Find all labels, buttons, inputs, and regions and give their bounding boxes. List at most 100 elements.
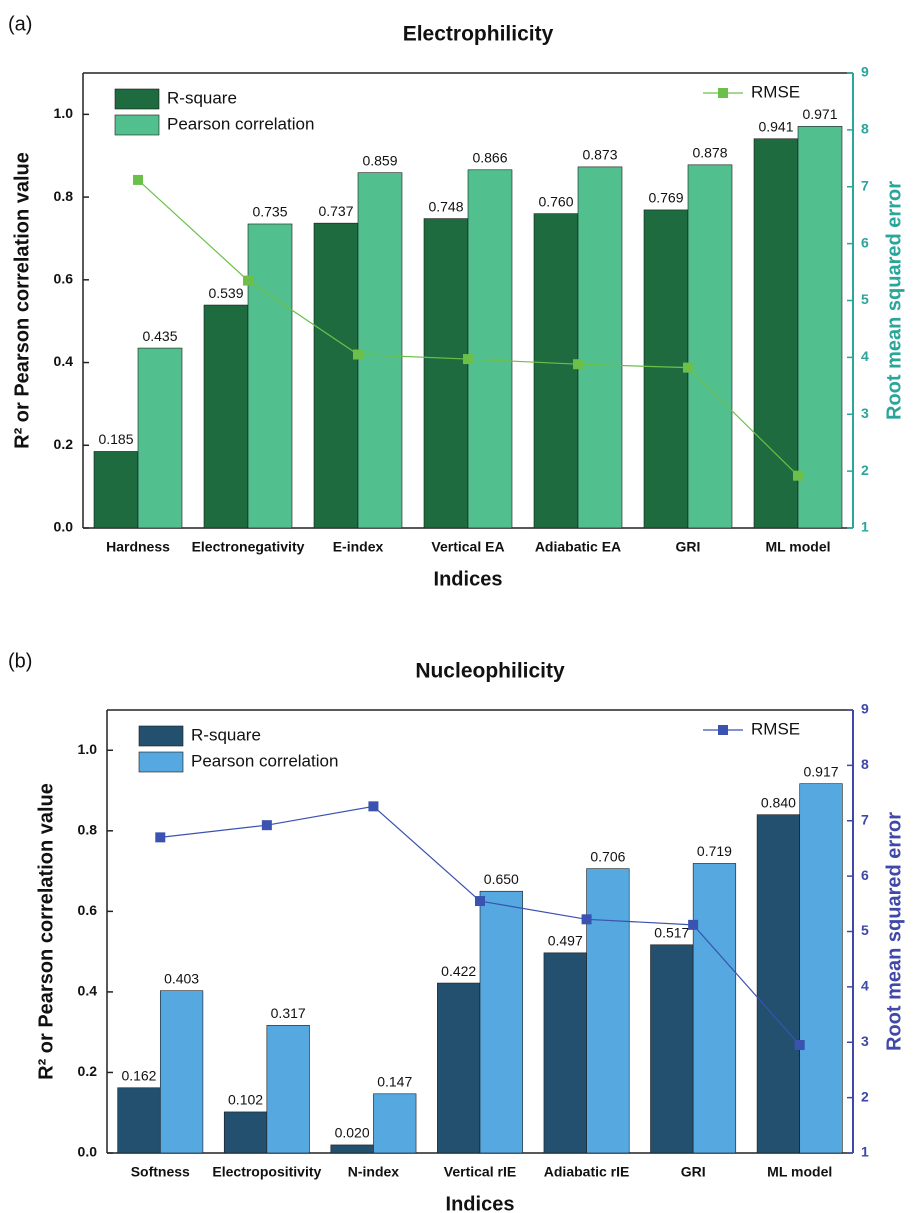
data-label: 0.147: [377, 1074, 412, 1090]
legend-swatch: [114, 114, 160, 136]
legend-label: R-square: [167, 88, 237, 107]
data-label: 0.748: [428, 198, 463, 214]
data-label: 0.517: [654, 924, 689, 940]
y-tick-label: 0.4: [54, 353, 74, 369]
x-tick-label: E-index: [333, 539, 384, 555]
rmse-marker: [155, 832, 166, 843]
panel-label: (b): [8, 650, 32, 672]
bar: [93, 451, 139, 529]
rmse-marker: [581, 914, 592, 925]
y2-tick-label: 8: [861, 121, 869, 137]
bar: [266, 1025, 310, 1154]
bar: [643, 209, 689, 529]
y-tick-label: 1.0: [78, 741, 98, 757]
x-tick-label: ML model: [767, 1164, 832, 1180]
y2-tick-label: 9: [861, 64, 869, 80]
y2-tick-label: 8: [861, 756, 869, 772]
y2-tick-label: 9: [861, 701, 869, 717]
rmse-marker: [475, 896, 485, 907]
y-tick-label: 0.2: [78, 1063, 98, 1079]
y2-tick-label: 2: [861, 462, 869, 478]
y2-tick-label: 3: [861, 405, 869, 421]
y2-tick-label: 3: [861, 1033, 869, 1049]
data-label: 0.020: [335, 1125, 370, 1141]
data-label: 0.719: [697, 843, 732, 859]
bar: [797, 126, 843, 529]
y-tick-label: 0.4: [78, 983, 98, 999]
y2-tick-label: 6: [861, 867, 869, 883]
legend-marker: [718, 88, 728, 98]
y-tick-label: 0.0: [78, 1144, 98, 1160]
data-label: 0.866: [472, 149, 507, 165]
data-label: 0.497: [548, 933, 583, 949]
bar: [203, 304, 249, 529]
chart-title: Electrophilicity: [403, 23, 554, 46]
y-tick-label: 1.0: [54, 105, 74, 121]
data-label: 0.941: [758, 118, 793, 134]
data-label: 0.873: [582, 147, 617, 163]
x-tick-label: Electropositivity: [212, 1164, 321, 1180]
y2-tick-label: 4: [861, 978, 869, 994]
data-label: 0.878: [692, 145, 727, 161]
bar: [756, 814, 801, 1154]
data-label: 0.971: [802, 106, 837, 122]
bar: [330, 1144, 374, 1154]
rmse-marker: [573, 359, 583, 370]
x-tick-label: GRI: [681, 1164, 706, 1180]
bar: [223, 1111, 268, 1154]
y2-tick-label: 4: [861, 348, 869, 364]
y2-tick-label: 5: [861, 291, 869, 307]
data-label: 0.403: [164, 970, 199, 986]
bar: [650, 944, 694, 1154]
y2-tick-label: 1: [861, 519, 869, 535]
rmse-marker: [793, 470, 803, 481]
legend-label: Pearson correlation: [191, 751, 338, 770]
y2-tick-label: 2: [861, 1088, 869, 1104]
y-axis-label: R² or Pearson correlation value: [35, 783, 57, 1080]
data-label: 0.317: [271, 1005, 306, 1021]
legend-label: RMSE: [751, 719, 800, 738]
data-label: 0.422: [441, 963, 476, 979]
x-tick-label: Vertical EA: [431, 539, 504, 555]
data-label: 0.760: [538, 193, 573, 209]
y-tick-label: 0.2: [54, 436, 74, 452]
bar: [137, 347, 183, 529]
x-tick-label: Hardness: [106, 539, 170, 555]
bar: [692, 863, 737, 1154]
y2-axis-label: Root mean squared error: [883, 812, 905, 1051]
x-tick-label: ML model: [765, 539, 830, 555]
rmse-marker: [683, 362, 693, 373]
y2-axis-label: Root mean squared error: [883, 181, 905, 420]
legend-swatch: [114, 88, 160, 110]
y-tick-label: 0.0: [54, 519, 74, 535]
legend-marker: [718, 725, 728, 735]
bar: [467, 169, 513, 529]
rmse-marker: [243, 275, 253, 286]
y-tick-label: 0.8: [54, 188, 74, 204]
data-label: 0.102: [228, 1092, 263, 1108]
rmse-marker: [368, 801, 379, 812]
x-tick-label: Adiabatic EA: [535, 539, 621, 555]
y-tick-label: 0.6: [78, 902, 98, 918]
chart-title: Nucleophilicity: [415, 660, 565, 683]
bar: [117, 1087, 161, 1154]
bar: [543, 952, 587, 1154]
y2-tick-label: 7: [861, 811, 869, 827]
y2-tick-label: 7: [861, 177, 869, 193]
x-tick-label: Softness: [131, 1164, 190, 1180]
data-label: 0.737: [318, 203, 353, 219]
data-label: 0.162: [121, 1067, 156, 1083]
rmse-marker: [133, 174, 143, 185]
y2-tick-label: 5: [861, 922, 869, 938]
bar: [357, 172, 403, 529]
data-label: 0.185: [98, 431, 133, 447]
legend-label: RMSE: [751, 82, 800, 101]
bar: [479, 890, 523, 1154]
x-tick-label: Adiabatic rIE: [544, 1164, 630, 1180]
bar: [247, 223, 293, 529]
bar: [373, 1093, 417, 1154]
rmse-marker: [353, 349, 363, 360]
legend-label: R-square: [191, 725, 261, 744]
y-tick-label: 0.6: [54, 271, 74, 287]
bar: [423, 218, 469, 529]
